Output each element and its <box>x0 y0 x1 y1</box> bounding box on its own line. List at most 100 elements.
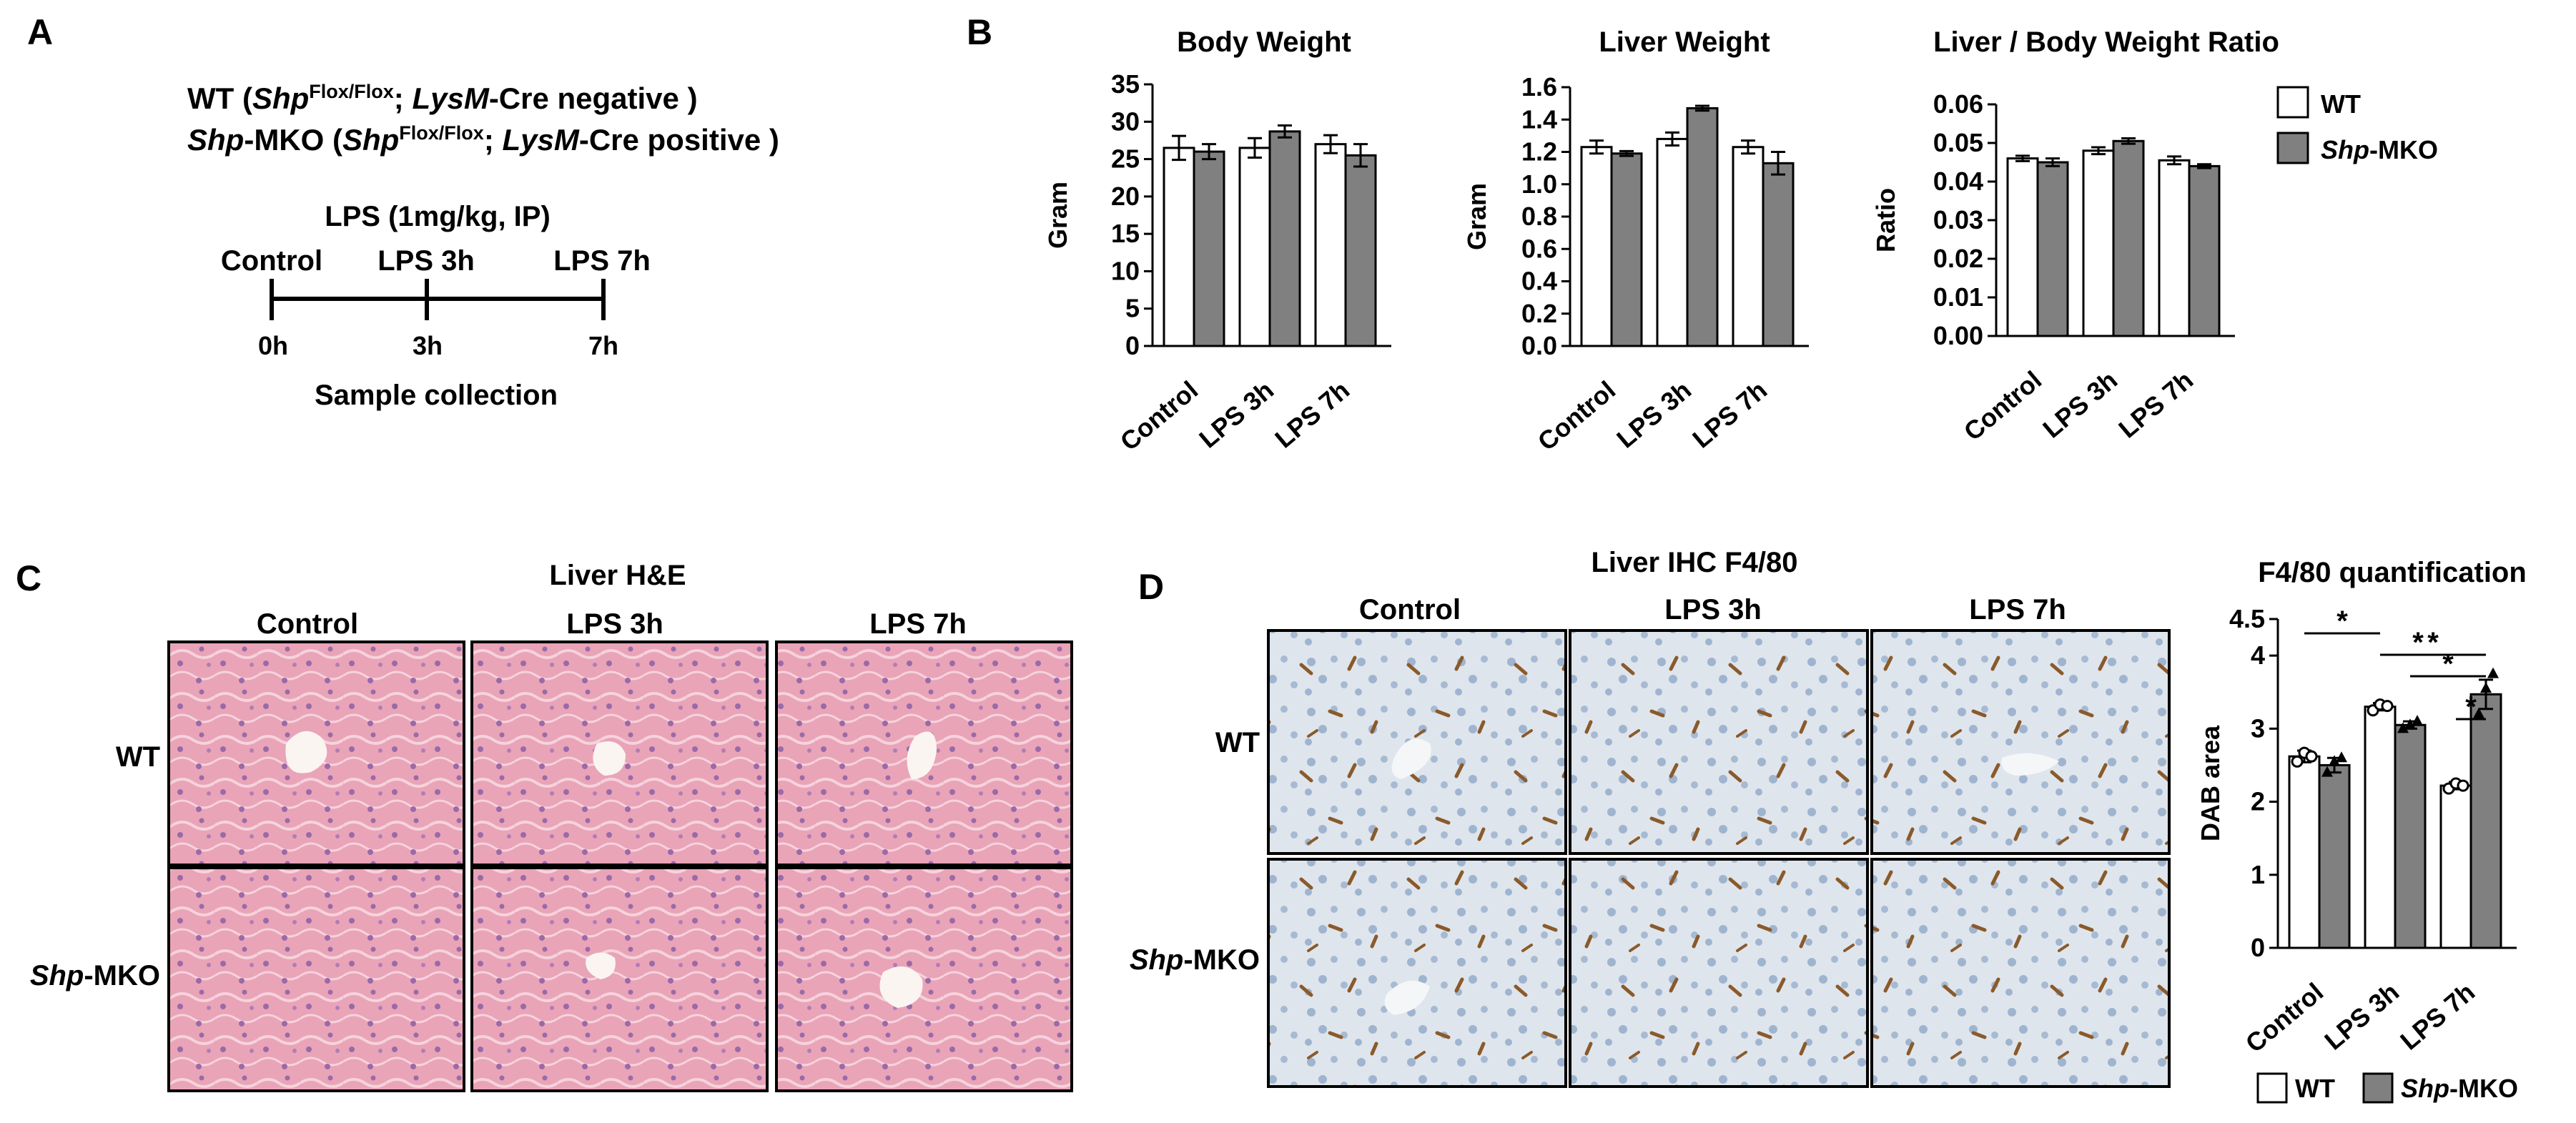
mko-gene2: Shp <box>342 123 399 157</box>
f4-80-quantification-ylabel: DAB area <box>2196 725 2225 841</box>
f4-80-quantification-xcat-control: Control <box>2240 977 2329 1059</box>
he-col-control: Control <box>257 608 358 640</box>
body-weight-bar-shp-mko-control <box>1193 150 1225 347</box>
body-weight-bar-shp-mko-lps-3h <box>1268 130 1301 347</box>
f4-80-quantification-ytick-label-1: 1 <box>2251 860 2265 889</box>
legend-b: WT Shp-MKO <box>2276 86 2438 164</box>
liver-body-weight-ratio-bar-wt-control <box>2006 157 2039 337</box>
wt-sep: ; <box>394 81 413 115</box>
panel-d: D Liver IHC F4/80 Control LPS 3h LPS 7h … <box>1130 547 2171 1088</box>
ihc-vessel-wt-control <box>1391 738 1431 779</box>
wt-genotype-line: WT (ShpFlox/Flox; LysM-Cre negative ) <box>187 81 698 115</box>
body-weight-bar-wt-control <box>1163 147 1195 347</box>
liver-weight-bar-shp-mko-control <box>1610 152 1643 347</box>
f4-80-quantification-bar-shp-mko-control <box>2318 763 2351 949</box>
legend-d-mko-swatch <box>2362 1072 2394 1104</box>
body-weight-ylabel: Gram <box>1043 182 1072 249</box>
f4-80-quantification-ytick-label-5: 4.5 <box>2229 604 2265 633</box>
f4-80-quantification-bar-wt-lps-3h-point-2 <box>2381 700 2394 713</box>
he-image-mko-lps7h <box>775 866 1073 1092</box>
liver-body-weight-ratio-ylabel: Ratio <box>1871 188 1900 252</box>
he-vessel-mko-lps7h <box>879 966 923 1008</box>
body-weight-ytick-label-5: 25 <box>1111 144 1140 174</box>
mko-name: -MKO <box>244 123 324 157</box>
mko-open: ( <box>324 123 342 157</box>
chart-liver-weight: Liver Weight Gram 0.0 0.2 0.4 0.6 0.8 1.01.21.4… <box>1462 26 1809 456</box>
legend-mko-label: Shp-MKO <box>2321 135 2438 164</box>
f4-80-quantification-bar-shp-mko-lps-7h-point-2 <box>2487 667 2499 678</box>
liver-weight-xcat-lps-7h: LPS 7h <box>1687 375 1772 454</box>
liver-weight-ytick-label-1: 0.2 <box>1521 299 1557 328</box>
f4-80-quantification-ytick-label-3: 3 <box>2251 713 2265 743</box>
body-weight-bar-wt-lps-3h <box>1238 147 1271 347</box>
f4-80-quantification-ytick-label-2: 2 <box>2251 787 2265 816</box>
chart-f480: F4/80 quantification DAB area 0 1 2 3 4 4.5 Cont… <box>2196 557 2527 1058</box>
liver-body-weight-ratio-ytick-label-0: 0.00 <box>1933 321 1983 350</box>
ihc-col-control: Control <box>1359 594 1461 625</box>
f4-80-quantification-bar-shp-mko-control-point-2 <box>2336 751 2347 763</box>
f4-80-quantification-bar-wt-lps-7h-point-2 <box>2457 779 2469 792</box>
liver-body-weight-ratio-ytick-label-2: 0.02 <box>1933 244 1983 273</box>
timepoint-0h: 0h <box>258 331 288 360</box>
he-vessel-wt-lps7h <box>907 731 937 779</box>
he-row-mko: Shp-MKO <box>30 960 160 991</box>
legend-d: WT Shp-MKO <box>2256 1072 2518 1104</box>
liver-weight-title: Liver Weight <box>1599 26 1770 58</box>
panel-letter-a: A <box>27 12 53 52</box>
body-weight-title: Body Weight <box>1177 26 1351 58</box>
mko-genotype-line: Shp-MKO (ShpFlox/Flox; LysM-Cre positive… <box>187 122 779 157</box>
legend-wt-label: WT <box>2321 89 2361 119</box>
liver-weight-bar-shp-mko-lps-7h <box>1762 162 1795 347</box>
liver-body-weight-ratio-bar-shp-mko-lps-7h <box>2188 164 2221 337</box>
ihc-vessel-wt-lps7h <box>2001 753 2059 776</box>
liver-weight-bar-wt-lps-7h <box>1732 146 1765 347</box>
legend-d-wt-label: WT <box>2295 1074 2335 1103</box>
body-weight-ytick-label-3: 15 <box>1111 219 1140 248</box>
liver-body-weight-ratio-ytick-label-3: 0.03 <box>1933 205 1983 234</box>
body-weight-bar-wt-lps-7h <box>1314 143 1347 347</box>
mko-flox: Flox/Flox <box>399 122 484 144</box>
he-row-mko-rest: -MKO <box>84 960 160 991</box>
wt-flox: Flox/Flox <box>309 81 394 102</box>
liver-body-weight-ratio-ytick-label-1: 0.01 <box>1933 282 1983 312</box>
liver-weight-ytick-label-6: 1.2 <box>1521 137 1557 167</box>
liver-weight-ytick-label-5: 1.0 <box>1521 169 1557 199</box>
he-image-mko-control <box>167 866 465 1092</box>
panel-letter-c: C <box>16 558 41 598</box>
f4-80-quantification-sig-star-3: * <box>2427 627 2439 658</box>
panel-letter-d: D <box>1138 567 1164 607</box>
legend-d-mko-label: Shp-MKO <box>2401 1074 2518 1103</box>
timepoint-label-lps7h: LPS 7h <box>553 245 651 277</box>
ihc-row-wt: WT <box>1215 727 1260 758</box>
liver-weight-bar-wt-lps-3h <box>1656 137 1689 347</box>
liver-weight-xcat-control: Control <box>1532 375 1621 457</box>
mko-cre: LysM <box>502 123 579 157</box>
body-weight-xcat-control: Control <box>1115 375 1203 457</box>
body-weight-ytick-label-6: 30 <box>1111 107 1140 136</box>
liver-weight-ytick-label-7: 1.4 <box>1521 104 1557 134</box>
ihc-row-mko: Shp-MKO <box>1130 944 1260 976</box>
ihc-dab-wt-lps7h <box>1873 632 2168 852</box>
liver-weight-ytick-label-0: 0.0 <box>1521 331 1557 360</box>
f4-80-quantification-xcat-lps-7h: LPS 7h <box>2394 977 2480 1056</box>
ihc-images <box>1267 629 2171 1088</box>
he-col-lps3h: LPS 3h <box>566 608 663 640</box>
wt-gene: Shp <box>252 81 309 115</box>
he-vessel-mko-lps3h <box>586 952 616 979</box>
liver-weight-bar-shp-mko-lps-3h <box>1686 107 1719 347</box>
timepoint-label-control: Control <box>221 245 322 277</box>
wt-cre: LysM <box>412 81 489 115</box>
f4-80-quantification-bar-shp-mko-control-point-0 <box>2321 766 2333 777</box>
ihc-dab-mko-lps3h <box>1571 861 1866 1085</box>
legend-mko-rest: -MKO <box>2369 135 2438 164</box>
chart-liver-body-ratio: Liver / Body Weight Ratio Ratio 0.00 0.01 0.… <box>1871 26 2279 446</box>
f4-80-quantification-bar-shp-mko-lps-7h-point-0 <box>2473 707 2484 718</box>
f4-80-quantification-ytick-label-0: 0 <box>2251 933 2265 962</box>
legend-d-mko-rest: -MKO <box>2449 1074 2518 1103</box>
f4-80-quantification-bar-wt-control-point-0 <box>2291 755 2304 768</box>
ihc-dab-mko-control <box>1270 861 1564 1085</box>
f4-80-quantification-xcat-lps-3h: LPS 3h <box>2319 977 2404 1056</box>
liver-weight-ytick-label-3: 0.6 <box>1521 234 1557 263</box>
liver-body-weight-ratio-xcat-control: Control <box>1958 365 2047 447</box>
